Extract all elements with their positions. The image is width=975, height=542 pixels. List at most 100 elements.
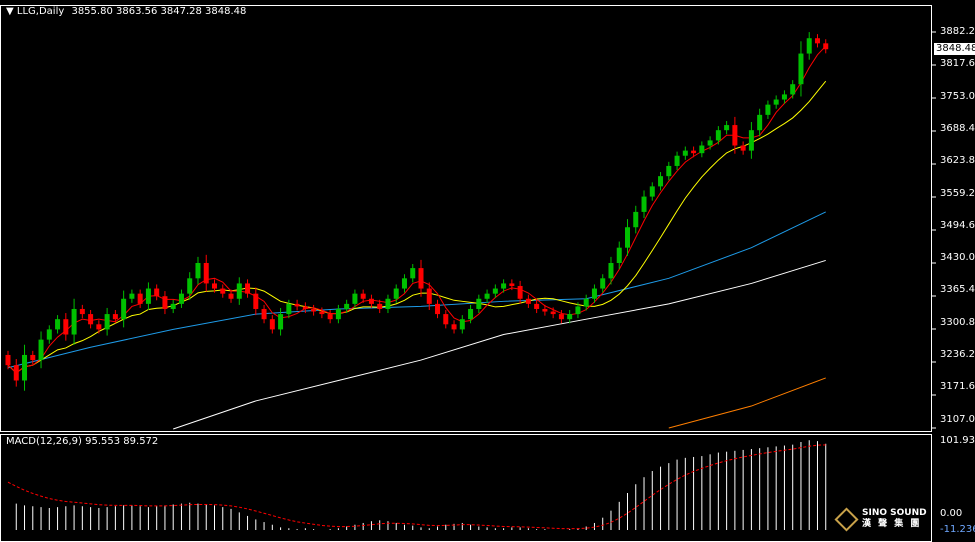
candle-body [459, 319, 465, 330]
symbol-label: LLG,Daily [16, 6, 65, 17]
candle-body [748, 130, 754, 151]
candle-body [22, 354, 28, 381]
price-axis-tick: 3559.20 [940, 187, 975, 199]
candle-body [302, 306, 308, 309]
candle-body [212, 283, 217, 289]
candle-body [162, 296, 168, 309]
candle-body [625, 227, 630, 248]
price-axis-tick: 3688.40 [940, 122, 975, 134]
candle-body [484, 293, 490, 299]
candle-body [220, 288, 226, 294]
candle-body [525, 298, 531, 304]
candle-body [410, 268, 416, 279]
candle-body [781, 94, 787, 100]
candle-body [649, 186, 655, 197]
candle-body [757, 114, 763, 131]
ma-blue-line [7, 211, 826, 369]
candle-body [641, 196, 647, 212]
candle-body [112, 314, 118, 320]
candle-body [30, 354, 36, 361]
price-axis-tick: 3817.60 [940, 58, 975, 70]
candle-body [732, 125, 738, 146]
candle-body [426, 288, 432, 304]
candle-body [63, 319, 69, 335]
candle-body [666, 165, 672, 177]
candle-body [765, 104, 771, 115]
candle-body [534, 303, 540, 309]
logo-subtext: 漢 聲 集 團 [862, 519, 922, 529]
candle-body [71, 308, 77, 335]
macd-label: MACD(12,26,9) 95.553 89.572 [6, 436, 159, 447]
candle-body [352, 293, 358, 304]
candle-body [96, 324, 102, 330]
candle-body [79, 308, 85, 315]
candle-body [798, 53, 804, 85]
candle-body [691, 150, 697, 154]
candle-body [178, 293, 184, 304]
candle-body [550, 311, 556, 315]
candle-body [674, 155, 680, 166]
candle-body [707, 140, 713, 146]
macd-axis-top: 101.932 [940, 435, 975, 446]
candle-body [443, 314, 449, 325]
sino-sound-logo: SINO SOUND 漢 聲 集 團 [834, 507, 927, 532]
candle-body [121, 298, 127, 320]
logo-text: SINO SOUND [862, 508, 927, 518]
price-axis-tick: 3882.20 [940, 26, 975, 37]
candle-body [245, 283, 251, 294]
candle-body [633, 211, 639, 228]
candle-body [558, 314, 564, 320]
candle-body [327, 314, 333, 320]
candle-body [418, 268, 424, 289]
collapse-triangle-icon[interactable]: ▼ [6, 6, 14, 17]
candle-body [451, 324, 457, 330]
candle-body [575, 306, 581, 315]
candle-body [823, 43, 829, 50]
candle-body [435, 303, 441, 315]
candle-body [154, 288, 160, 297]
ohlc-label: 3855.80 3863.56 3847.28 3848.48 [71, 6, 247, 17]
candle-body [567, 314, 573, 320]
candle-body [773, 99, 779, 105]
candle-body [286, 303, 292, 315]
candle-body [104, 314, 110, 330]
ma-white-line [173, 259, 826, 430]
candle-body [360, 293, 366, 299]
candle-body [385, 298, 391, 309]
candle-body [335, 308, 341, 320]
candle-body [583, 298, 589, 307]
price-axis-tick: 3430.00 [940, 252, 975, 264]
candle-body [468, 308, 474, 320]
price-axis-tick: 3753.00 [940, 90, 975, 102]
price-axis-tick: 3365.40 [940, 284, 975, 296]
candle-body [492, 288, 498, 294]
candle-body [129, 293, 135, 299]
candle-body [261, 308, 267, 320]
candle-body [311, 308, 317, 312]
chart-header: ▼ LLG,Daily 3855.80 3863.56 3847.28 3848… [6, 6, 246, 17]
price-axis-tick: 3300.80 [940, 316, 975, 328]
candle-body [228, 293, 234, 299]
candle-body [368, 298, 374, 304]
price-axis-tick: 3171.60 [940, 381, 975, 393]
candle-body [170, 303, 176, 309]
macd-axis-zero: 0.00 [940, 508, 963, 519]
candle-body [46, 329, 52, 340]
candle-body [682, 150, 688, 156]
candle-body [740, 145, 746, 151]
candle-body [253, 293, 259, 309]
ma-red-line [7, 45, 827, 374]
candle-body [5, 354, 11, 366]
candle-body [476, 298, 482, 309]
candle-body [542, 308, 548, 312]
candle-body [814, 38, 820, 44]
candle-body [236, 283, 242, 299]
candle-body [195, 263, 201, 279]
candle-body [377, 303, 383, 309]
candle-body [616, 247, 622, 263]
price-chart-panel[interactable] [0, 5, 932, 432]
candle-body [806, 38, 812, 54]
ma-yellow-line [7, 80, 827, 374]
candle-body [137, 293, 143, 304]
price-axis-tick: 3623.80 [940, 155, 975, 167]
